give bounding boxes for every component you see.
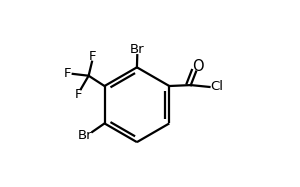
Text: O: O <box>192 59 203 73</box>
Text: F: F <box>89 50 97 63</box>
Text: Cl: Cl <box>211 80 224 93</box>
Text: Br: Br <box>78 129 92 142</box>
Text: Br: Br <box>130 43 145 56</box>
Text: F: F <box>64 67 71 80</box>
Text: F: F <box>74 88 82 101</box>
